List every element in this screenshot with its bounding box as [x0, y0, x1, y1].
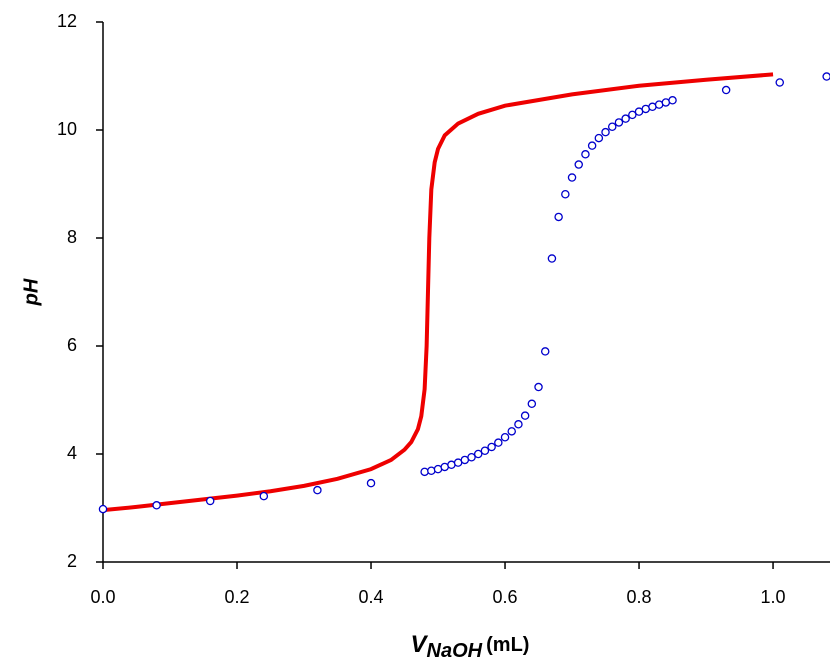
x-label-symbol: V: [411, 631, 429, 658]
data-point: [480, 446, 490, 456]
data-point: [98, 504, 108, 514]
data-point: [313, 485, 322, 495]
data-point: [601, 127, 610, 137]
data-point: [621, 114, 630, 123]
data-point: [561, 190, 570, 199]
data-point: [467, 452, 476, 462]
data-point: [420, 467, 429, 477]
x-tick-label: 1.0: [761, 587, 786, 607]
data-point: [614, 118, 624, 127]
data-point: [721, 85, 731, 95]
data-point: [427, 466, 436, 475]
data-point: [534, 382, 543, 392]
data-point: [587, 141, 597, 150]
data-point: [487, 442, 496, 452]
data-point: [554, 212, 563, 222]
data-point: [259, 491, 269, 501]
data-point: [567, 173, 577, 182]
y-tick-label: 12: [57, 11, 77, 31]
data-point: [775, 78, 784, 87]
data-point: [473, 449, 483, 459]
y-tick-label: 4: [67, 443, 77, 463]
data-point: [547, 254, 557, 263]
data-point: [366, 478, 376, 488]
x-tick-label: 0.2: [224, 587, 249, 607]
y-tick-label: 10: [57, 119, 77, 139]
x-label-unit: (mL): [486, 634, 529, 656]
data-point: [594, 133, 604, 143]
data-point: [628, 110, 637, 120]
y-axis-label: pH: [20, 278, 42, 306]
data-point: [500, 433, 510, 442]
data-point: [205, 496, 215, 506]
data-point: [494, 438, 503, 447]
data-point: [574, 160, 583, 169]
x-tick-label: 0.6: [493, 587, 518, 607]
y-tick-label: 8: [67, 227, 77, 247]
data-point: [822, 72, 830, 81]
x-tick-label: 0.8: [627, 587, 652, 607]
data-point: [668, 96, 677, 105]
x-tick-label: 0.4: [359, 587, 384, 607]
titration-curve: [102, 72, 774, 513]
data-point: [581, 150, 590, 159]
x-label-subscript: NaOH: [427, 640, 483, 662]
x-tick-label: 0.0: [90, 587, 115, 607]
data-point: [607, 122, 617, 132]
x-axis-label: VNaOH (mL): [411, 631, 530, 662]
y-tick-label: 2: [67, 551, 77, 571]
data-point: [152, 501, 161, 510]
data-point: [520, 411, 530, 420]
data-point: [540, 347, 550, 356]
data-point: [514, 420, 523, 429]
y-tick-label: 6: [67, 335, 77, 355]
data-point: [507, 427, 516, 436]
data-point: [527, 399, 537, 409]
